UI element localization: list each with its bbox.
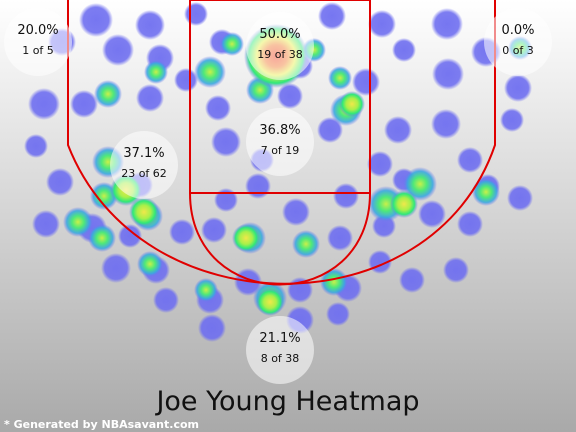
hot-shot-blob [232, 224, 260, 252]
court-free-throw-circle [189, 192, 371, 286]
cold-shot-blob [201, 217, 227, 243]
cold-shot-blob [317, 117, 343, 143]
hot-shot-blob [256, 288, 284, 316]
cold-shot-blob [282, 198, 310, 226]
cold-shot-blob [352, 68, 380, 96]
zone-top-of-key: 21.1% 8 of 38 [246, 316, 314, 384]
warm-shot-blob [88, 224, 116, 252]
zone-made-of-attempts: 1 of 5 [22, 44, 54, 57]
zone-percentage: 21.1% [259, 331, 300, 346]
cold-shot-blob [392, 38, 416, 62]
warm-shot-blob [328, 66, 352, 90]
zone-mid-range: 37.1% 23 of 62 [110, 131, 178, 199]
cold-shot-blob [399, 267, 425, 293]
zone-halo [4, 8, 72, 76]
zone-percentage: 50.0% [259, 27, 300, 42]
cold-shot-blob [211, 127, 241, 157]
chart-title: Joe Young Heatmap [154, 386, 419, 417]
cold-shot-blob [367, 151, 393, 177]
warm-shot-blob [144, 60, 168, 84]
zone-halo [484, 8, 552, 76]
zone-made-of-attempts: 0 of 3 [502, 44, 534, 57]
warm-shot-blob [137, 251, 163, 277]
credit-text: * Generated by NBAsavant.com [4, 418, 199, 431]
cold-shot-blob [118, 224, 142, 248]
cold-shot-blob [24, 134, 48, 158]
cold-shot-blob [507, 185, 533, 211]
cold-shot-blob [318, 2, 346, 30]
warm-shot-blob [194, 278, 218, 302]
zone-left-corner: 20.0% 1 of 5 [4, 8, 72, 76]
cold-shot-blob [32, 210, 60, 238]
cold-shot-blob [153, 287, 179, 313]
court-lines [67, 0, 496, 286]
cold-shot-blob [504, 74, 532, 102]
zone-made-of-attempts: 23 of 62 [121, 167, 167, 180]
cold-shot-blob [101, 253, 131, 283]
hot-shot-blob [390, 190, 418, 218]
cold-shot-blob [214, 188, 238, 212]
zone-made-of-attempts: 7 of 19 [261, 144, 300, 157]
zone-made-of-attempts: 8 of 38 [261, 352, 300, 365]
warm-shot-blob [94, 80, 122, 108]
cold-shot-blob [457, 147, 483, 173]
cold-shot-blob [418, 200, 446, 228]
cold-shot-blob [431, 8, 463, 40]
zone-percentage: 37.1% [123, 146, 164, 161]
cold-shot-blob [457, 211, 483, 237]
cold-shot-blob [198, 314, 226, 342]
cold-shot-blob [245, 173, 271, 199]
zone-labels: 20.0% 1 of 5 50.0% 19 of 38 0.0% 0 of 3 37.1% 2… [4, 8, 552, 384]
zone-halo [246, 316, 314, 384]
cold-shot-blob [135, 10, 165, 40]
warm-shot-blob [472, 178, 500, 206]
cold-shot-blob [205, 95, 231, 121]
cold-shot-blob [102, 34, 134, 66]
warm-shot-blob [194, 56, 226, 88]
zone-lane: 36.8% 7 of 19 [246, 108, 314, 176]
cold-shot-blob [431, 109, 461, 139]
cold-shot-blob [70, 90, 98, 118]
court-paint-box [189, 0, 371, 194]
cold-shot-blob [500, 108, 524, 132]
cold-shot-blob [169, 219, 195, 245]
zone-made-of-attempts: 19 of 38 [257, 48, 303, 61]
cold-shot-blob [184, 2, 208, 26]
zone-halo [110, 131, 178, 199]
cold-shot-blob [327, 225, 353, 251]
warm-shot-blob [63, 207, 93, 237]
cold-shot-blob [136, 84, 164, 112]
zone-percentage: 20.0% [17, 23, 58, 38]
zone-right-corner: 0.0% 0 of 3 [484, 8, 552, 76]
cold-shot-blob [28, 88, 60, 120]
warm-shot-blob [320, 268, 348, 296]
cold-shot-blob [368, 10, 396, 38]
cold-shot-blob [79, 3, 113, 37]
cold-shot-blob [384, 116, 412, 144]
cold-shot-blob [333, 183, 359, 209]
zone-halo [246, 108, 314, 176]
warm-shot-blob [220, 32, 244, 56]
cold-shot-blob [46, 168, 74, 196]
cold-shot-blob [443, 257, 469, 283]
cold-shot-blob [277, 83, 303, 109]
zone-percentage: 0.0% [501, 23, 534, 38]
hot-shot-blob [339, 91, 365, 117]
hot-shot-blob [129, 197, 159, 227]
cold-shot-blob [326, 302, 350, 326]
zone-percentage: 36.8% [259, 123, 300, 138]
zone-halo [246, 12, 314, 80]
zone-paint: 50.0% 19 of 38 [246, 12, 314, 80]
warm-shot-blob [292, 230, 320, 258]
cold-shot-blob [174, 68, 198, 92]
cold-shot-blob [432, 58, 464, 90]
